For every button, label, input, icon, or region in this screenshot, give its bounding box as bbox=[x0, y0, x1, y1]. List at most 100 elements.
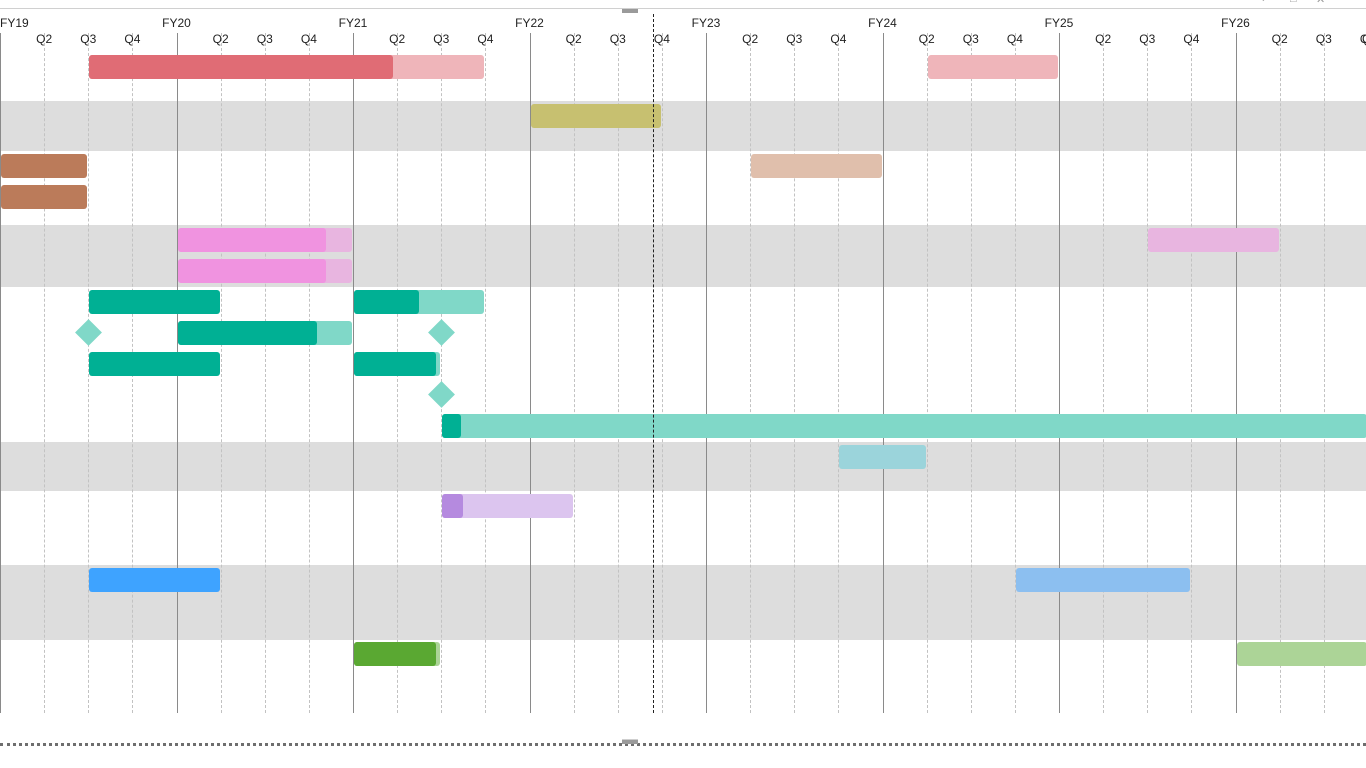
quarter-label: Q4 bbox=[477, 32, 494, 46]
gantt-task-bar[interactable] bbox=[1, 154, 88, 178]
partial-toolbar-icon[interactable]: □ bbox=[1290, 0, 1297, 5]
gantt-task-bar[interactable] bbox=[442, 494, 573, 518]
quarter-gridline bbox=[573, 33, 575, 713]
fiscal-year-gridline bbox=[1059, 33, 1060, 713]
gantt-task-bar[interactable] bbox=[89, 568, 220, 592]
milestone-diamond[interactable] bbox=[427, 319, 455, 346]
gantt-task-bar[interactable] bbox=[177, 259, 352, 283]
fiscal-year-label: FY20 bbox=[162, 16, 191, 30]
quarter-label: Q4 bbox=[1006, 32, 1023, 46]
quarter-gridline bbox=[1191, 33, 1193, 713]
quarter-gridline bbox=[750, 33, 752, 713]
quarter-label: Q2 bbox=[212, 32, 229, 46]
row-band bbox=[0, 101, 1366, 151]
gantt-task-bar[interactable] bbox=[839, 445, 926, 469]
quarter-label: Q4 bbox=[830, 32, 847, 46]
quarter-label: Q4 bbox=[300, 32, 317, 46]
partial-toolbar-icon[interactable]: › bbox=[1262, 0, 1266, 5]
quarter-label: Q2 bbox=[742, 32, 759, 46]
quarter-label: Q2 bbox=[36, 32, 53, 46]
row-band bbox=[0, 442, 1366, 491]
quarter-label: Q3 bbox=[256, 32, 273, 46]
quarter-gridline bbox=[88, 33, 90, 713]
gantt-task-bar[interactable] bbox=[89, 290, 220, 314]
quarter-gridline bbox=[1014, 33, 1016, 713]
quarter-gridline bbox=[926, 33, 928, 713]
quarter-gridline bbox=[1323, 33, 1325, 713]
partial-toolbar-icon[interactable]: ✕ bbox=[1316, 0, 1326, 6]
gantt-task-bar[interactable] bbox=[1148, 228, 1279, 252]
quarter-label: Q4 bbox=[124, 32, 141, 46]
quarter-label: Q3 bbox=[786, 32, 803, 46]
quarter-gridline bbox=[441, 33, 443, 713]
chart-top-border bbox=[0, 8, 1366, 9]
quarter-gridline bbox=[1147, 33, 1149, 713]
quarter-gridline bbox=[485, 33, 487, 713]
milestone-diamond[interactable] bbox=[427, 381, 455, 408]
gantt-task-bar[interactable] bbox=[530, 104, 661, 128]
quarter-label: Q3 bbox=[1139, 32, 1156, 46]
gantt-task-bar[interactable] bbox=[89, 55, 485, 79]
quarter-label: Q3 bbox=[609, 32, 626, 46]
gantt-task-progress-fill bbox=[354, 352, 436, 376]
quarter-label: Q2 bbox=[918, 32, 935, 46]
fiscal-year-label: FY25 bbox=[1044, 16, 1074, 30]
quarter-gridline bbox=[970, 33, 972, 713]
quarter-gridline bbox=[44, 33, 46, 713]
quarter-label: Q4 bbox=[1359, 32, 1366, 46]
gantt-task-bar[interactable] bbox=[354, 352, 441, 376]
gantt-task-progress-fill bbox=[177, 321, 318, 345]
quarter-gridline bbox=[1103, 33, 1105, 713]
fiscal-year-label: FY23 bbox=[691, 16, 721, 30]
quarter-gridline bbox=[838, 33, 840, 713]
quarter-gridline bbox=[661, 33, 663, 713]
quarter-label: Q2 bbox=[1271, 32, 1288, 46]
quarter-label: C bbox=[1362, 32, 1366, 46]
quarter-label: Q4 bbox=[1183, 32, 1200, 46]
quarter-label: Q4 bbox=[653, 32, 670, 46]
gantt-task-bar[interactable] bbox=[1236, 642, 1366, 666]
fiscal-year-gridline bbox=[0, 33, 1, 713]
gantt-task-bar[interactable] bbox=[354, 290, 485, 314]
top-splitter-handle[interactable] bbox=[622, 8, 638, 13]
gantt-task-bar[interactable] bbox=[354, 642, 441, 666]
quarter-label: Q2 bbox=[565, 32, 582, 46]
fiscal-year-label: FY22 bbox=[515, 16, 544, 30]
gantt-task-bar[interactable] bbox=[177, 228, 352, 252]
quarter-gridline bbox=[617, 33, 619, 713]
fiscal-year-gridline bbox=[882, 33, 884, 713]
gantt-task-progress-fill bbox=[354, 642, 436, 666]
milestone-diamond[interactable] bbox=[74, 319, 102, 346]
gantt-task-progress-fill bbox=[177, 259, 326, 283]
quarter-label: Q3 bbox=[962, 32, 979, 46]
gantt-task-bar[interactable] bbox=[89, 352, 220, 376]
gantt-task-progress-fill bbox=[442, 414, 461, 438]
quarter-gridline bbox=[308, 33, 310, 713]
quarter-gridline bbox=[1279, 33, 1281, 713]
bottom-splitter-handle[interactable] bbox=[622, 739, 638, 744]
gantt-task-bar[interactable] bbox=[1, 185, 88, 209]
gantt-task-bar[interactable] bbox=[1015, 568, 1191, 592]
gantt-task-progress-fill bbox=[177, 228, 326, 252]
quarter-label: Q2 bbox=[389, 32, 406, 46]
fiscal-year-label: FY26 bbox=[1221, 16, 1250, 30]
bottom-pane-divider[interactable] bbox=[0, 743, 1366, 746]
fiscal-year-label: FY21 bbox=[338, 16, 368, 30]
quarter-label: Q2 bbox=[1095, 32, 1112, 46]
gantt-task-bar[interactable] bbox=[442, 414, 1366, 438]
quarter-gridline bbox=[220, 33, 222, 713]
gantt-task-bar[interactable] bbox=[177, 321, 352, 345]
gantt-task-progress-fill bbox=[89, 55, 394, 79]
gantt-task-bar[interactable] bbox=[927, 55, 1058, 79]
fiscal-year-label: FY19 bbox=[0, 16, 29, 30]
quarter-gridline bbox=[794, 33, 796, 713]
quarter-label: Q3 bbox=[80, 32, 97, 46]
gantt-task-progress-fill bbox=[354, 290, 420, 314]
today-marker-line bbox=[653, 14, 654, 713]
gantt-task-bar[interactable] bbox=[751, 154, 882, 178]
fiscal-year-gridline bbox=[529, 33, 531, 713]
fiscal-year-label: FY24 bbox=[868, 16, 897, 30]
fiscal-year-gridline bbox=[1235, 33, 1237, 713]
quarter-gridline bbox=[264, 33, 266, 713]
